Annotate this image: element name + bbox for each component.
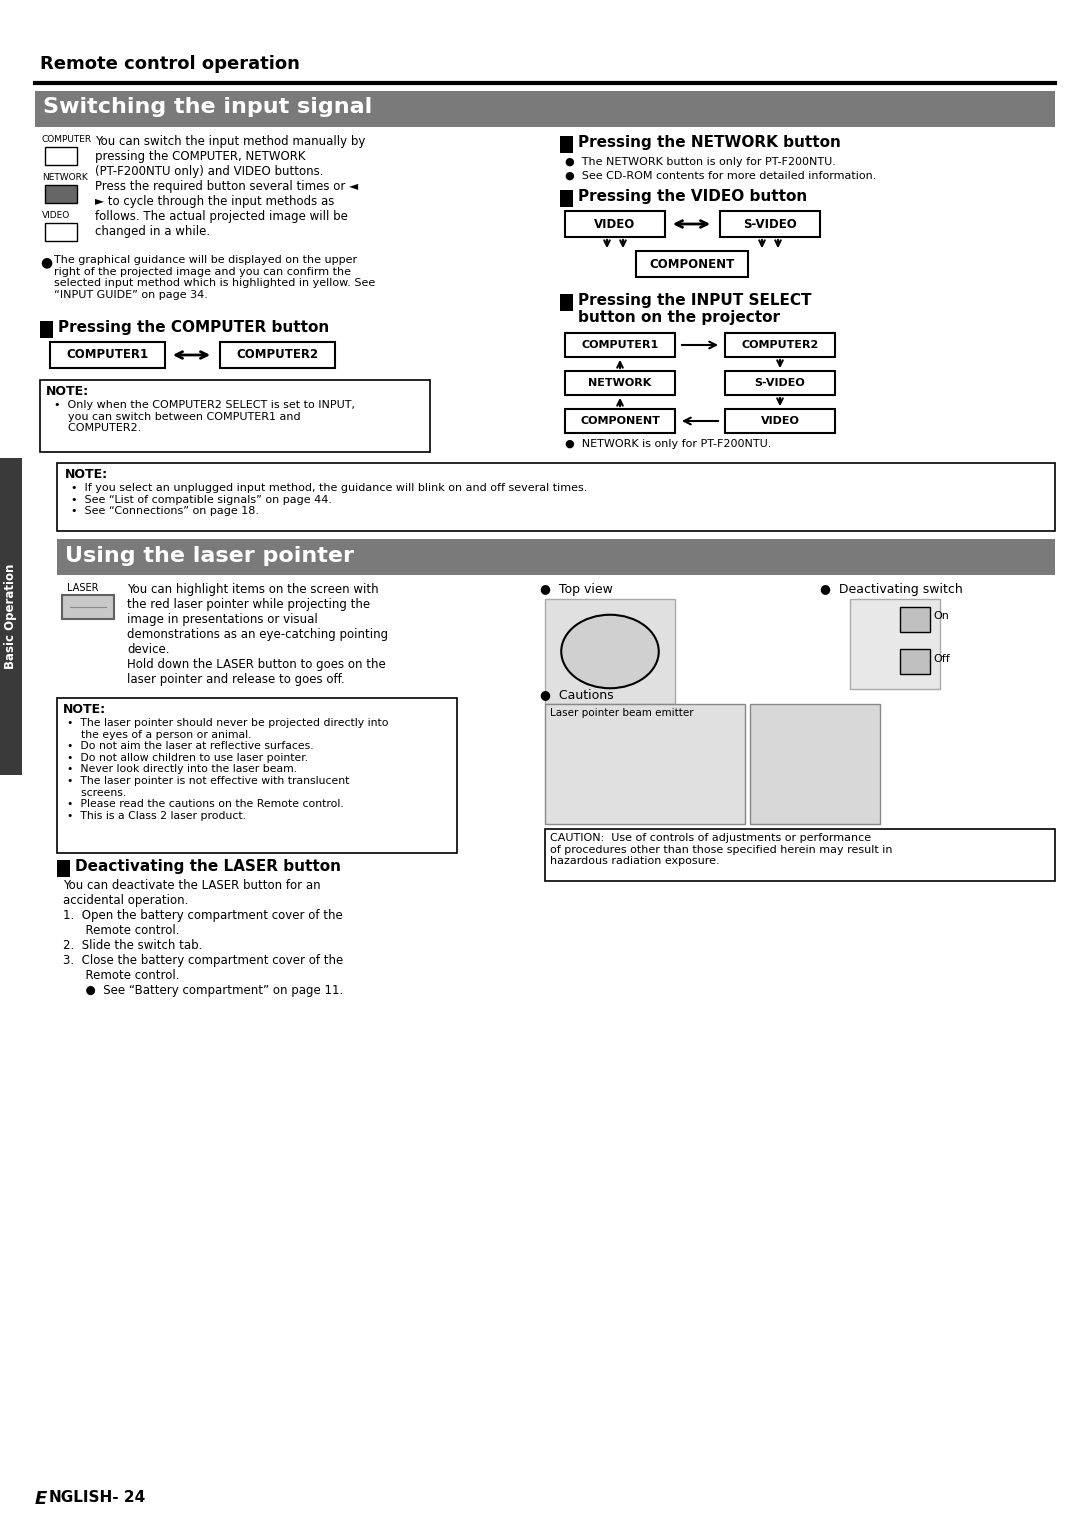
Text: Pressing the INPUT SELECT: Pressing the INPUT SELECT bbox=[578, 293, 811, 309]
Bar bbox=[720, 211, 820, 237]
Text: NETWORK: NETWORK bbox=[589, 377, 651, 388]
Bar bbox=[57, 539, 1055, 575]
Bar bbox=[57, 698, 457, 853]
Text: S-VIDEO: S-VIDEO bbox=[743, 217, 797, 231]
Bar bbox=[565, 371, 675, 396]
Text: CAUTION:  Use of controls of adjustments or performance
of procedures other than: CAUTION: Use of controls of adjustments … bbox=[550, 833, 892, 866]
Bar bbox=[220, 342, 335, 368]
Bar bbox=[850, 599, 940, 689]
Text: Deactivating the LASER button: Deactivating the LASER button bbox=[75, 859, 341, 874]
Text: •  The laser pointer should never be projected directly into
    the eyes of a p: • The laser pointer should never be proj… bbox=[67, 718, 389, 821]
Bar bbox=[45, 147, 77, 165]
Text: Laser pointer beam emitter: Laser pointer beam emitter bbox=[550, 707, 693, 718]
Bar bbox=[0, 458, 22, 775]
Text: COMPUTER: COMPUTER bbox=[42, 134, 92, 144]
Text: ●  See CD-ROM contents for more detailed information.: ● See CD-ROM contents for more detailed … bbox=[565, 171, 876, 180]
Text: Remote control operation: Remote control operation bbox=[40, 55, 300, 73]
Text: You can highlight items on the screen with
the red laser pointer while projectin: You can highlight items on the screen wi… bbox=[127, 584, 388, 686]
Text: S-VIDEO: S-VIDEO bbox=[755, 377, 806, 388]
Bar bbox=[750, 704, 880, 824]
Bar bbox=[561, 136, 573, 153]
Text: COMPUTER2: COMPUTER2 bbox=[237, 348, 319, 362]
Text: Pressing the NETWORK button: Pressing the NETWORK button bbox=[578, 134, 841, 150]
Text: VIDEO: VIDEO bbox=[42, 211, 70, 220]
Text: ●  The NETWORK button is only for PT-F200NTU.: ● The NETWORK button is only for PT-F200… bbox=[565, 157, 836, 167]
Ellipse shape bbox=[562, 614, 659, 688]
Text: LASER: LASER bbox=[67, 584, 98, 593]
Bar bbox=[45, 223, 77, 241]
Bar bbox=[725, 410, 835, 432]
Text: NGLISH: NGLISH bbox=[49, 1490, 113, 1505]
Bar bbox=[545, 830, 1055, 882]
Bar bbox=[900, 649, 930, 674]
Text: COMPONENT: COMPONENT bbox=[649, 258, 734, 270]
Text: NOTE:: NOTE: bbox=[46, 385, 90, 397]
Text: - 24: - 24 bbox=[107, 1490, 145, 1505]
Text: Using the laser pointer: Using the laser pointer bbox=[65, 545, 354, 565]
Text: Switching the input signal: Switching the input signal bbox=[43, 96, 373, 118]
Bar bbox=[545, 599, 675, 704]
Text: The graphical guidance will be displayed on the upper
right of the projected ima: The graphical guidance will be displayed… bbox=[54, 255, 375, 299]
Bar bbox=[57, 860, 70, 877]
Bar bbox=[900, 607, 930, 633]
Bar bbox=[565, 333, 675, 358]
Text: button on the projector: button on the projector bbox=[578, 310, 780, 325]
Bar bbox=[636, 251, 748, 277]
Bar bbox=[35, 92, 1055, 127]
Text: Pressing the COMPUTER button: Pressing the COMPUTER button bbox=[58, 319, 329, 335]
Bar bbox=[561, 189, 573, 206]
Text: COMPUTER1: COMPUTER1 bbox=[581, 341, 659, 350]
Text: ●: ● bbox=[40, 255, 52, 269]
Bar bbox=[565, 410, 675, 432]
Text: VIDEO: VIDEO bbox=[594, 217, 636, 231]
Text: VIDEO: VIDEO bbox=[760, 416, 799, 426]
Bar bbox=[565, 211, 665, 237]
Bar bbox=[45, 185, 77, 203]
Bar bbox=[57, 463, 1055, 532]
Text: Basic Operation: Basic Operation bbox=[4, 564, 17, 669]
Bar bbox=[40, 321, 53, 338]
Text: COMPUTER2: COMPUTER2 bbox=[741, 341, 819, 350]
Text: E: E bbox=[35, 1490, 48, 1508]
Text: COMPONENT: COMPONENT bbox=[580, 416, 660, 426]
Bar bbox=[545, 704, 745, 824]
Text: ●  Cautions: ● Cautions bbox=[540, 688, 613, 701]
Text: On: On bbox=[933, 611, 949, 620]
Text: Off: Off bbox=[933, 654, 949, 665]
Text: ●  Deactivating switch: ● Deactivating switch bbox=[820, 584, 962, 596]
Bar bbox=[561, 293, 573, 312]
Text: •  If you select an unplugged input method, the guidance will blink on and off s: • If you select an unplugged input metho… bbox=[71, 483, 588, 516]
Text: Pressing the VIDEO button: Pressing the VIDEO button bbox=[578, 189, 807, 205]
Text: You can switch the input method manually by
pressing the COMPUTER, NETWORK
(PT-F: You can switch the input method manually… bbox=[95, 134, 365, 238]
Text: You can deactivate the LASER button for an
accidental operation.
1.  Open the ba: You can deactivate the LASER button for … bbox=[63, 879, 343, 996]
Text: NETWORK: NETWORK bbox=[42, 173, 87, 182]
Text: COMPUTER1: COMPUTER1 bbox=[67, 348, 149, 362]
Text: ●  NETWORK is only for PT-F200NTU.: ● NETWORK is only for PT-F200NTU. bbox=[565, 439, 771, 449]
Bar bbox=[62, 594, 114, 619]
Bar bbox=[725, 333, 835, 358]
Bar bbox=[50, 342, 165, 368]
Text: NOTE:: NOTE: bbox=[63, 703, 106, 717]
Bar bbox=[725, 371, 835, 396]
Text: •  Only when the COMPUTER2 SELECT is set to INPUT,
    you can switch between CO: • Only when the COMPUTER2 SELECT is set … bbox=[54, 400, 355, 434]
Text: ●  Top view: ● Top view bbox=[540, 584, 612, 596]
Text: NOTE:: NOTE: bbox=[65, 468, 108, 481]
Bar bbox=[40, 380, 430, 452]
